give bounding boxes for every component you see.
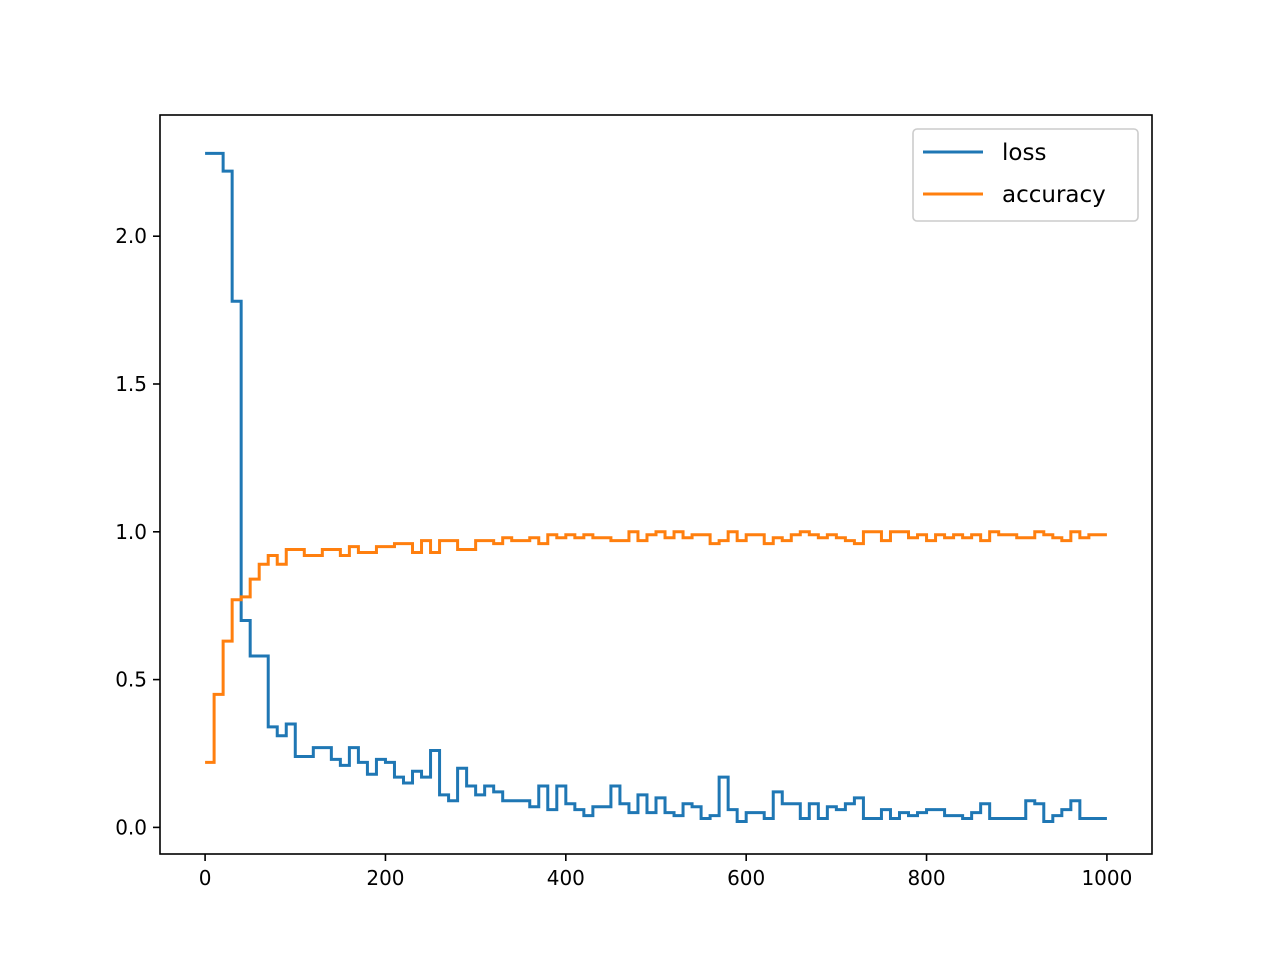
x-tick-label: 800 — [907, 866, 945, 890]
x-tick-label: 400 — [547, 866, 585, 890]
x-tick-label: 200 — [366, 866, 404, 890]
x-tick-label: 600 — [727, 866, 765, 890]
x-tick-label: 0 — [199, 866, 212, 890]
series-line-loss — [205, 151, 1107, 823]
y-tick-label: 0.5 — [115, 668, 147, 692]
y-axis: 0.0 0.5 1.0 1.5 2.0 — [115, 224, 160, 839]
legend-label-accuracy: accuracy — [1002, 182, 1106, 208]
x-tick-label: 1000 — [1081, 866, 1132, 890]
legend: loss accuracy — [912, 128, 1139, 222]
series-layer — [205, 151, 1107, 823]
legend-label-loss: loss — [1002, 140, 1046, 166]
y-tick-label: 1.5 — [115, 372, 147, 396]
y-tick-label: 2.0 — [115, 224, 147, 248]
plot-frame — [159, 114, 1153, 855]
y-tick-label: 1.0 — [115, 520, 147, 544]
y-tick-label: 0.0 — [115, 815, 147, 839]
series-line-accuracy — [205, 530, 1107, 764]
x-axis: 0 200 400 600 800 1000 — [199, 854, 1132, 890]
